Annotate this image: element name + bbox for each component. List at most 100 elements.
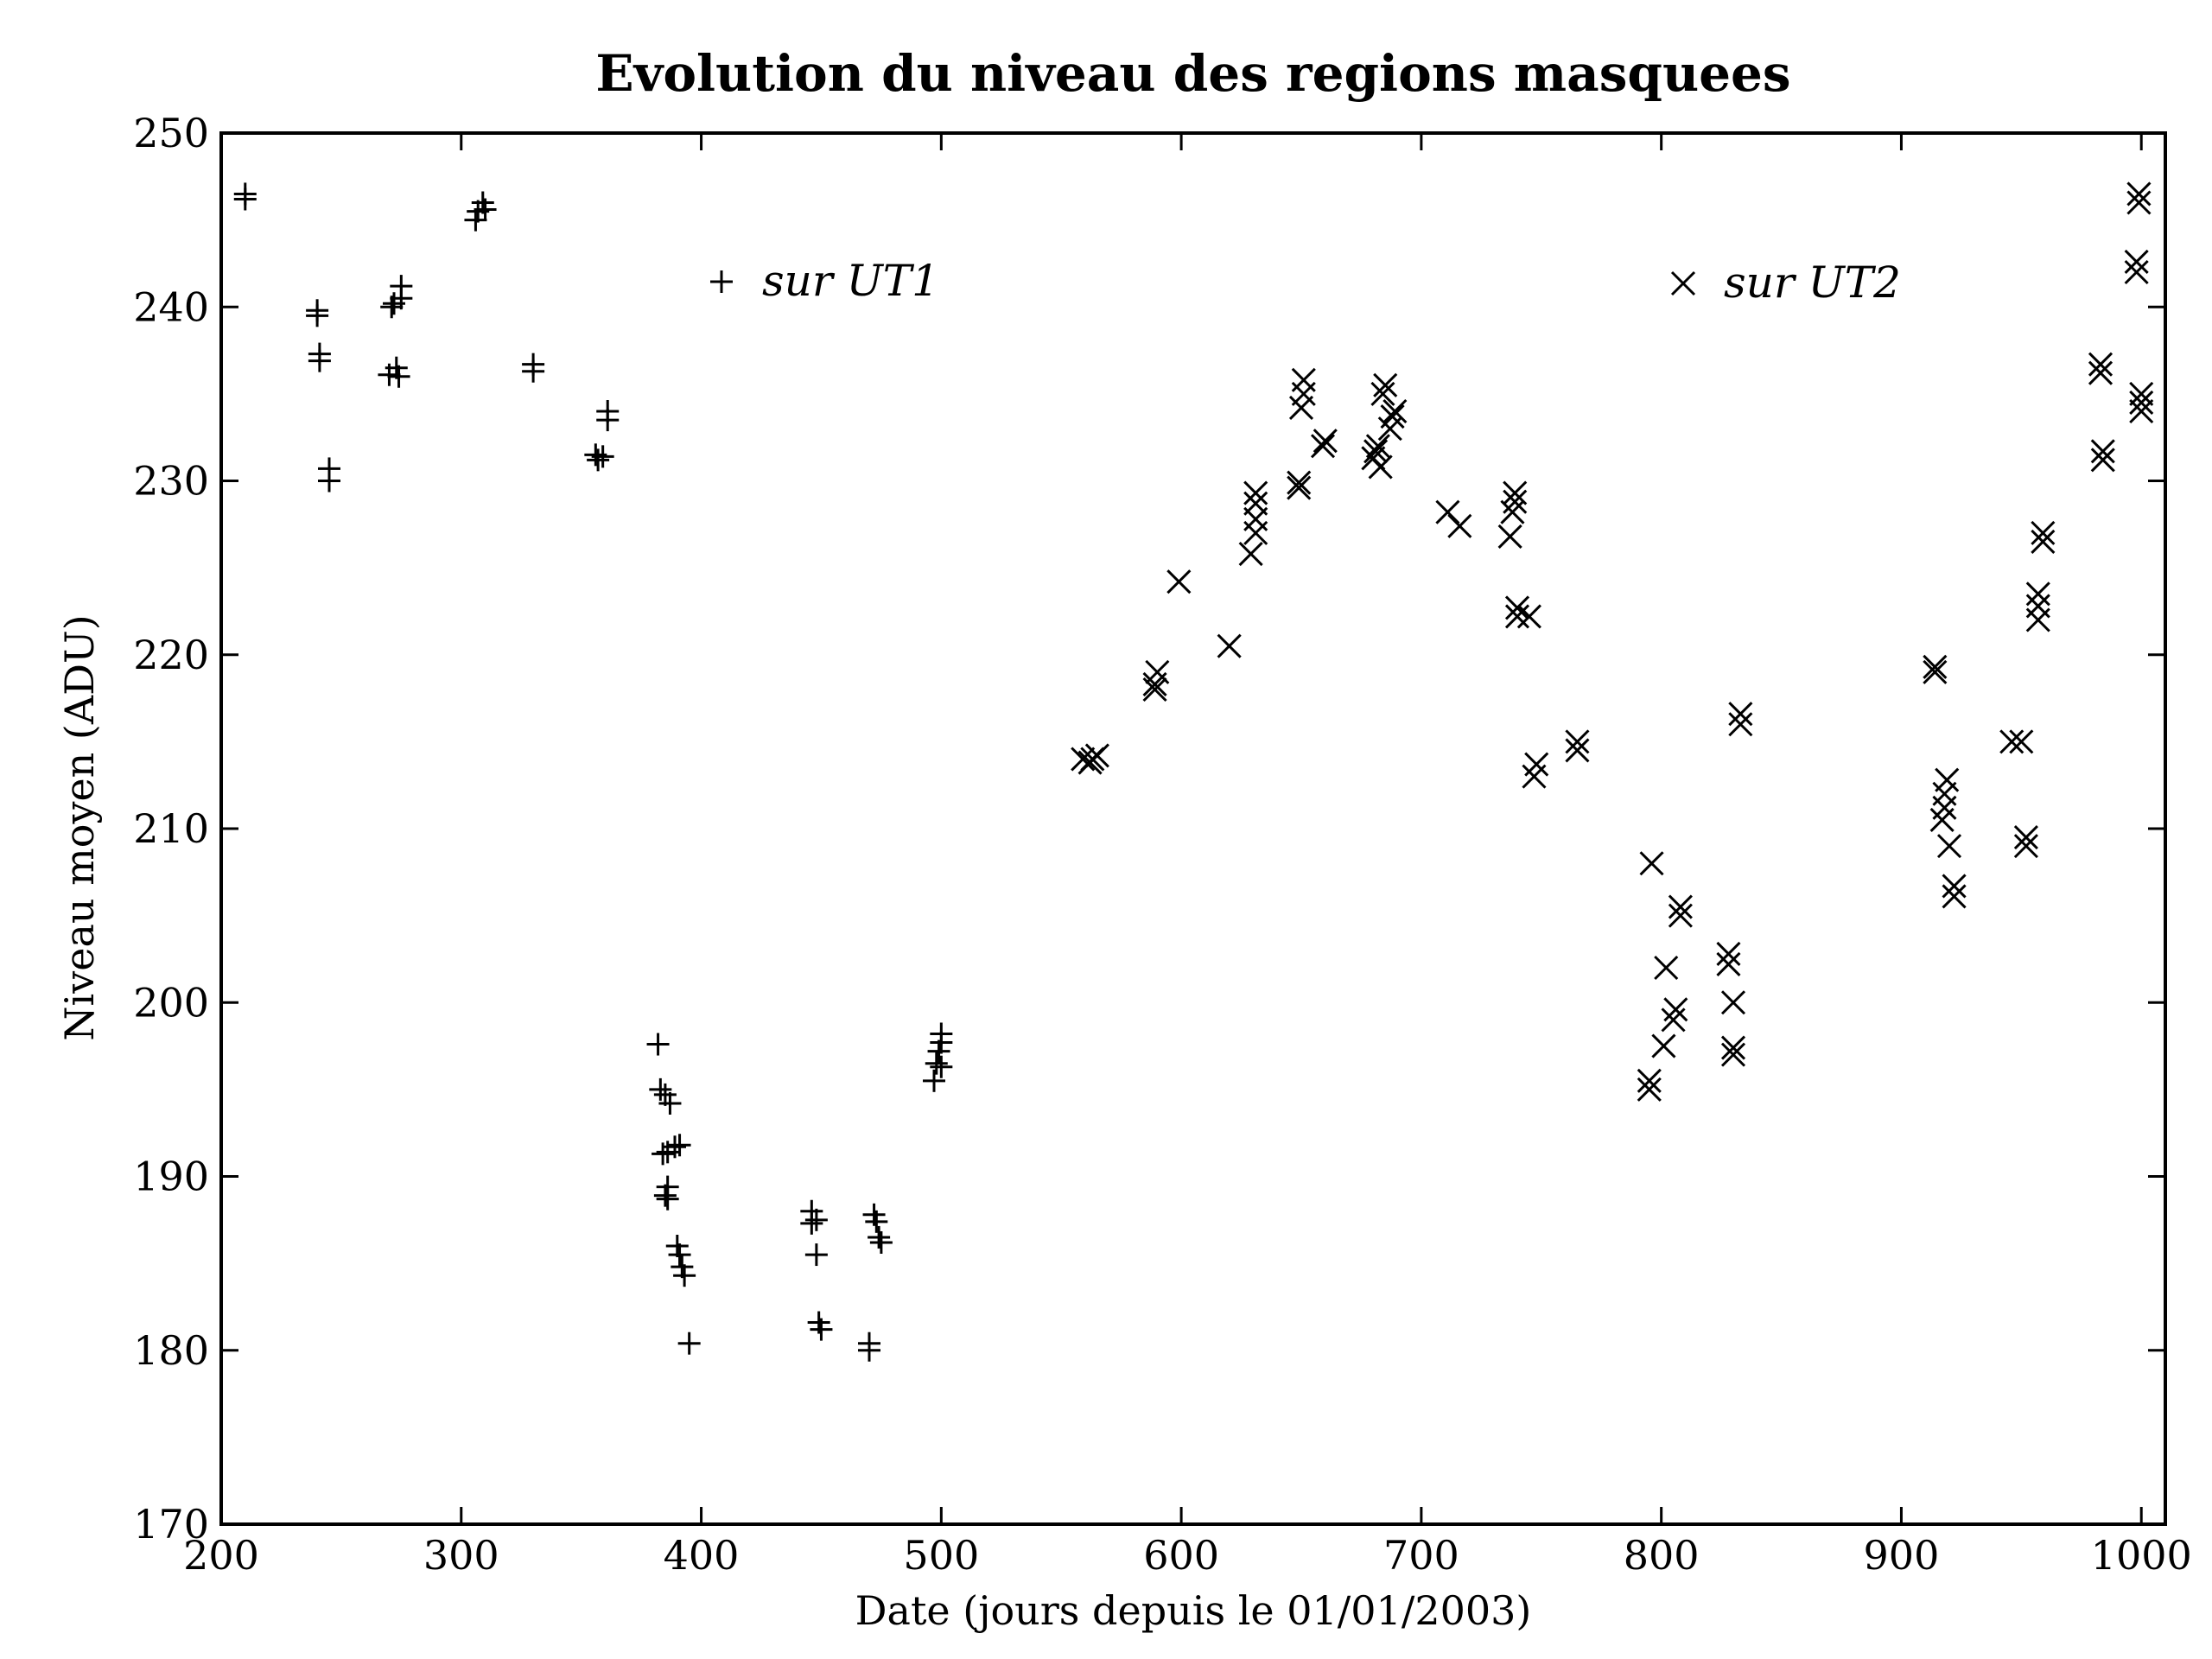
data-point: [1382, 398, 1408, 424]
data-point: [2013, 825, 2038, 850]
data-point: [1313, 429, 1338, 454]
data-point: [1080, 747, 1105, 772]
data-point: [591, 445, 614, 468]
data-point: [587, 448, 610, 472]
data-point: [1145, 659, 1170, 684]
legend-marker: [1670, 270, 1696, 296]
data-point: [664, 1135, 686, 1159]
data-point: [800, 1211, 823, 1235]
x-tick-label: 300: [423, 1532, 499, 1579]
data-point: [1637, 1077, 1662, 1102]
x-tick-label: 700: [1383, 1532, 1459, 1579]
data-point: [1166, 569, 1192, 594]
chart-title: Evolution du niveau des regions masquees: [595, 44, 1790, 103]
data-point: [390, 287, 413, 310]
legend-marker: [710, 270, 733, 293]
y-tick-label: 240: [133, 283, 209, 330]
legend-label: sur UT1: [762, 256, 939, 306]
data-point: [810, 1318, 833, 1341]
data-point: [2088, 352, 2113, 377]
data-point: [2025, 594, 2050, 619]
y-tick-label: 170: [133, 1501, 209, 1548]
data-point: [1380, 404, 1405, 429]
data-point: [804, 1243, 828, 1267]
data-point: [1497, 524, 1522, 549]
x-tick-label: 200: [183, 1532, 259, 1579]
data-point: [1935, 767, 1960, 792]
y-tick-label: 190: [133, 1154, 209, 1200]
data-point: [2090, 448, 2115, 473]
plot-frame: [219, 131, 2167, 1526]
data-point: [656, 1187, 679, 1211]
data-point: [1504, 595, 1530, 620]
data-point: [1243, 491, 1268, 516]
data-point: [1368, 454, 1393, 480]
data-point: [1217, 633, 1242, 658]
data-point: [1651, 1033, 1676, 1058]
data-point: [2090, 439, 2115, 464]
data-point: [1639, 851, 1664, 876]
data-point: [1654, 955, 1679, 981]
data-point: [2126, 181, 2152, 207]
x-tick-label: 600: [1143, 1532, 1219, 1579]
data-point: [1663, 997, 1688, 1022]
data-point: [1504, 604, 1530, 629]
data-point: [1720, 1035, 1746, 1060]
data-point: [1365, 434, 1390, 459]
data-point: [658, 1091, 682, 1115]
data-point: [1363, 439, 1389, 464]
data-point: [1435, 499, 1460, 524]
data-point: [869, 1230, 893, 1254]
x-tick-label: 500: [903, 1532, 979, 1579]
data-point: [868, 1225, 891, 1249]
data-point: [387, 365, 410, 388]
data-point: [596, 400, 620, 423]
data-point: [2126, 190, 2152, 215]
data-point: [2031, 520, 2056, 545]
y-tick-label: 230: [133, 458, 209, 505]
data-point: [1373, 372, 1398, 397]
data-point: [1716, 941, 1741, 966]
data-point: [1243, 480, 1268, 505]
data-point: [1661, 1007, 1686, 1033]
data-point: [652, 1142, 675, 1166]
data-point: [306, 304, 329, 327]
x-tick-label: 400: [664, 1532, 740, 1579]
y-axis-label: Niveau moyen (ADU): [56, 614, 103, 1040]
data-point: [930, 1031, 953, 1054]
data-point: [673, 1264, 696, 1287]
data-point: [1999, 729, 2024, 754]
data-point: [668, 1243, 691, 1267]
data-point: [1728, 712, 1753, 737]
x-axis-label: Date (jours depuis le 01/01/2003): [855, 1587, 1532, 1634]
data-point: [2088, 360, 2113, 385]
data-point: [1370, 381, 1395, 406]
data-point: [865, 1210, 888, 1233]
series-2: [1071, 181, 2154, 1102]
data-point: [1942, 874, 1967, 899]
data-point: [1238, 541, 1263, 567]
data-point: [522, 359, 545, 383]
data-point: [1637, 1068, 1662, 1093]
data-point: [2009, 729, 2034, 754]
legend-label: sur UT2: [1724, 257, 1901, 308]
data-point: [1668, 903, 1693, 928]
data-point: [1668, 894, 1693, 919]
data-point: [2124, 249, 2149, 274]
data-point: [653, 1184, 677, 1207]
data-point: [1291, 367, 1316, 392]
data-point: [668, 1134, 691, 1157]
data-point: [474, 198, 497, 221]
legend-entry-2: sur UT2: [1670, 257, 1901, 308]
x-tick-label: 800: [1624, 1532, 1700, 1579]
y-tick-label: 200: [133, 979, 209, 1026]
data-point: [1287, 470, 1312, 495]
data-point: [1524, 752, 1549, 777]
data-point: [925, 1052, 948, 1075]
y-tick-label: 180: [133, 1327, 209, 1374]
y-tick-label: 250: [133, 110, 209, 156]
data-point: [649, 1077, 672, 1101]
data-point: [930, 1055, 953, 1078]
data-point: [677, 1332, 701, 1355]
